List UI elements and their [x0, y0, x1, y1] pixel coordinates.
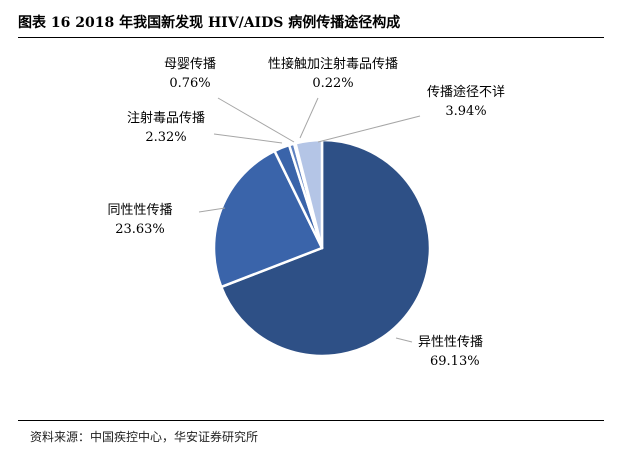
pie-slice-6 — [294, 138, 324, 250]
slice-name-label-5: 性接触加注射毒品传播 — [268, 56, 398, 72]
pie-slice-1 — [220, 138, 432, 358]
slice-name-label-4: 母婴传播 — [164, 57, 216, 72]
leader-line-1 — [395, 337, 413, 343]
slice-value-label-2: 23.63% — [115, 222, 165, 237]
slice-value-label-1: 69.13% — [430, 354, 480, 369]
leader-line-6 — [317, 115, 421, 143]
slice-name-label-3: 注射毒品传播 — [127, 110, 205, 126]
slice-name-label-1: 异性性传播 — [418, 335, 483, 350]
pie-slices — [212, 138, 432, 358]
source-note: 资料来源：中国疾控中心，华安证券研究所 — [30, 430, 259, 444]
leader-line-4 — [217, 97, 295, 143]
slice-value-label-5: 0.22% — [312, 76, 353, 91]
figure-title: 图表 16 2018 年我国新发现 HIV/AIDS 病例传播途径构成 — [18, 15, 401, 31]
title-rule — [18, 37, 604, 38]
slice-value-label-4: 0.76% — [169, 76, 210, 91]
slice-value-label-3: 2.32% — [145, 130, 186, 145]
slice-labels: 异性性传播 69.13% 同性性传播 23.63% 注射毒品传播 2.32% 母婴传播 0.7… — [107, 56, 505, 369]
source-rule — [18, 420, 604, 421]
leader-lines — [198, 97, 421, 343]
leader-line-5 — [299, 97, 319, 139]
leader-line-2 — [198, 207, 226, 213]
leader-line-3 — [213, 133, 283, 144]
slice-name-label-2: 同性性传播 — [107, 203, 172, 218]
slice-value-label-6: 3.94% — [445, 104, 486, 119]
slice-name-label-6: 传播途径不详 — [427, 84, 505, 100]
